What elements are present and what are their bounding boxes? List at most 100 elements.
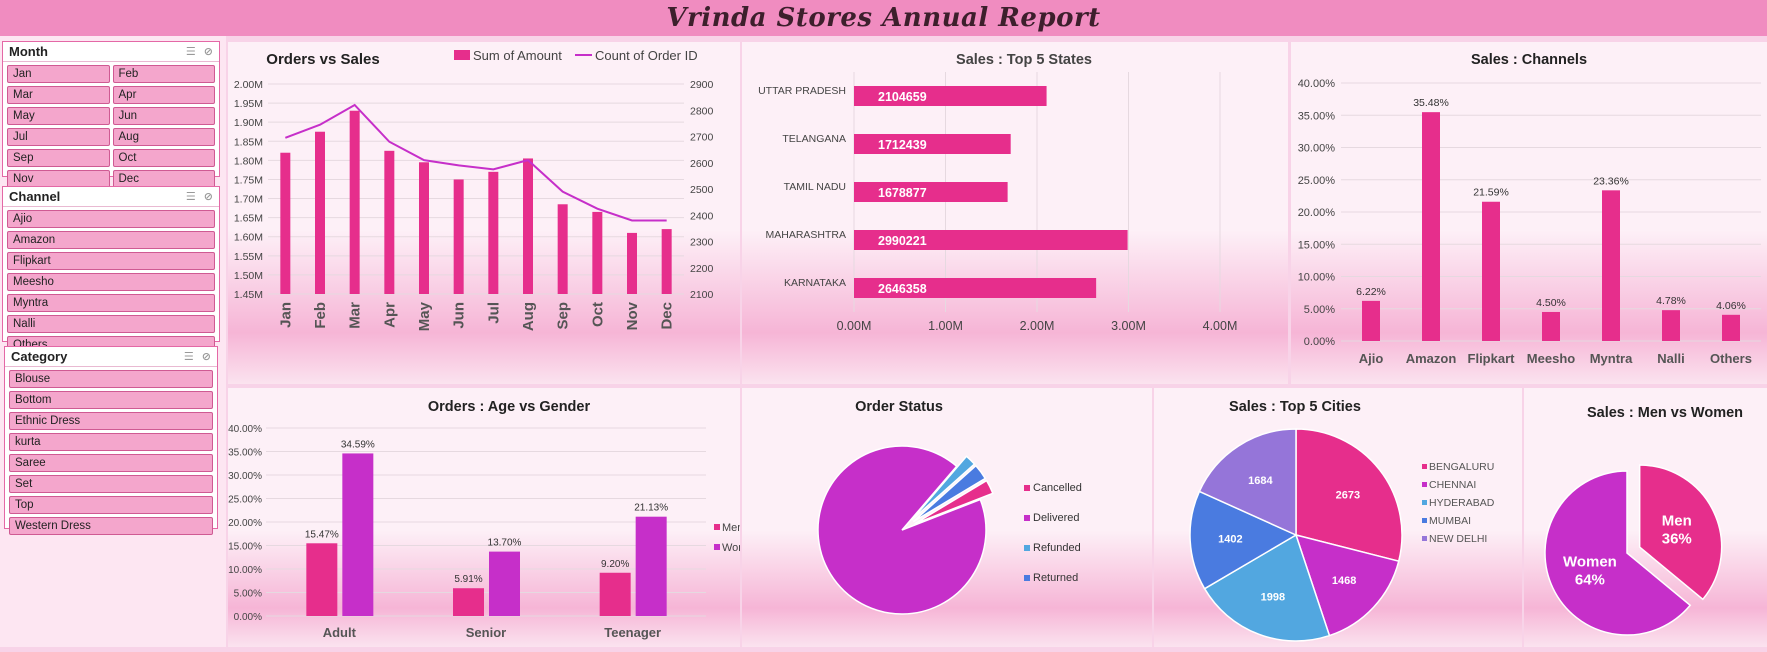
y-tick-label: 30.00% [228,471,262,482]
orders-vs-sales-panel: Orders vs Sales Sum of Amount Count of Ord… [228,42,740,384]
top-states-panel: Sales : Top 5 States 0.00M 1.00M 2.00M 3.00M… [742,42,1288,384]
slicer-item-jun[interactable]: Jun [112,107,215,125]
data-label: 35.48% [1413,97,1449,109]
data-label: 1678877 [878,186,927,200]
y-tick-label: 1.70M [234,194,263,206]
bar-women [635,516,667,616]
slicer-item-kurta[interactable]: kurta [9,433,213,451]
slicer-item-meesho[interactable]: Meesho [7,273,215,291]
slicer-item-blouse[interactable]: Blouse [9,370,213,388]
slice-men [1638,464,1723,601]
data-label: 21.13% [634,503,668,514]
multi-select-icon[interactable]: ☰ [185,46,196,58]
bar-state [854,278,1097,298]
slicer-item-jan[interactable]: Jan [7,65,110,83]
legend-swatch [1024,545,1030,551]
channel-slicer: Channel ☰ ⊘ Ajio Amazon Flipkart Meesho Mynt… [2,186,220,354]
data-label: 36% [1662,531,1692,548]
clear-filter-icon[interactable]: ⊘ [203,46,213,58]
slicer-column: Month ☰ ⊘ Jan Feb Mar Apr May Jun Jul Aug Sep Oct… [0,36,226,647]
data-label: 5.91% [454,574,482,585]
slicer-item-set[interactable]: Set [9,475,213,493]
x-tick-label: Meesho [1527,351,1575,366]
slice-name-label: Women [1563,553,1617,570]
data-label: 34.59% [341,439,375,450]
y2-tick-label: 2100 [690,289,714,301]
slicer-item-myntra[interactable]: Myntra [7,294,215,312]
data-label: 2673 [1336,490,1360,502]
men-women-panel: Sales : Men vs Women Men 36% Women 64% [1524,388,1767,647]
legend-swatch-amount [454,50,470,60]
y-tick-label: 40.00% [1298,78,1336,90]
clear-filter-icon[interactable]: ⊘ [203,191,213,203]
legend-label: Cancelled [1033,482,1082,494]
data-label: 64% [1575,571,1605,588]
bar-sum-of-amount [315,131,325,294]
y-tick-label: 1.75M [234,174,263,186]
x-tick-label: Sep [555,302,572,330]
x-tick-label: May [416,301,433,331]
slicer-item-sep[interactable]: Sep [7,149,110,167]
chart-title: Orders : Age vs Gender [428,399,591,415]
slicer-item-dec[interactable]: Dec [112,170,215,188]
slicer-item-nalli[interactable]: Nalli [7,315,215,333]
slicer-item-mar[interactable]: Mar [7,86,110,104]
slicer-item-feb[interactable]: Feb [112,65,215,83]
slicer-item-amazon[interactable]: Amazon [7,231,215,249]
slicer-item-jul[interactable]: Jul [7,128,110,146]
slicer-item-flipkart[interactable]: Flipkart [7,252,215,270]
sales-channels-panel: Sales : Channels 0.00% 5.00% 10.00% 15.00% 20… [1291,42,1767,384]
legend-label: Men [722,522,740,534]
slicer-item-ajio[interactable]: Ajio [7,210,215,228]
legend-swatch [1024,485,1030,491]
legend-label: CHENNAI [1429,479,1476,491]
y-tick-label: 1.50M [234,270,263,282]
slicer-item-bottom[interactable]: Bottom [9,391,213,409]
y2-tick-label: 2700 [690,132,714,144]
order-status-chart: Order Status Cancelled Delivered Refunded Re… [817,399,1082,615]
slicer-item-apr[interactable]: Apr [112,86,215,104]
bar-sum-of-amount [661,229,672,294]
clear-filter-icon[interactable]: ⊘ [201,351,211,363]
slice-delivered [817,445,987,615]
data-label: 4.78% [1656,295,1686,307]
top-cities-panel: Sales : Top 5 Cities 2673 1468 1998 1402 1684… [1154,388,1522,647]
slice-refunded [911,455,976,521]
slicer-item-saree[interactable]: Saree [9,454,213,472]
data-label: 1712439 [878,138,927,152]
y-tick-label: MAHARASHTRA [765,229,846,241]
data-label: 23.36% [1593,175,1629,187]
x-tick-label: 3.00M [1111,319,1146,333]
y-tick-label: KARNATAKA [784,277,846,289]
bar-sum-of-amount [488,171,499,294]
y-tick-label: 1.90M [234,117,263,129]
bar-channel [1662,310,1680,341]
y-tick-label: 1.60M [234,232,263,244]
multi-select-icon[interactable]: ☰ [183,351,194,363]
y-tick-label: 25.00% [228,495,262,506]
y-tick-label: UTTAR PRADESH [758,85,846,97]
bar-channel [1722,314,1740,341]
y-tick-label: 0.00% [1304,336,1335,348]
y2-tick-label: 2400 [690,210,714,222]
report-title: Vrinda Stores Annual Report [666,3,1101,33]
y-tick-label: 1.80M [234,155,263,167]
bar-channel [1602,190,1620,341]
slicer-item-ethnic-dress[interactable]: Ethnic Dress [9,412,213,430]
slicer-item-aug[interactable]: Aug [112,128,215,146]
x-tick-label: Amazon [1406,351,1457,366]
x-tick-label: Feb [312,302,329,329]
legend-label: Delivered [1033,512,1079,524]
slice-women [1544,470,1692,636]
slicer-item-may[interactable]: May [7,107,110,125]
multi-select-icon[interactable]: ☰ [185,191,196,203]
channel-slicer-title: Channel [9,189,61,204]
slicer-item-top[interactable]: Top [9,496,213,514]
slicer-item-western-dress[interactable]: Western Dress [9,517,213,535]
x-tick-label: Ajio [1359,351,1384,366]
bar-state [854,182,1008,202]
bar-channel [1362,300,1380,341]
slicer-item-oct[interactable]: Oct [112,149,215,167]
chart-title: Sales : Channels [1471,52,1587,68]
y2-tick-label: 2300 [690,237,714,249]
